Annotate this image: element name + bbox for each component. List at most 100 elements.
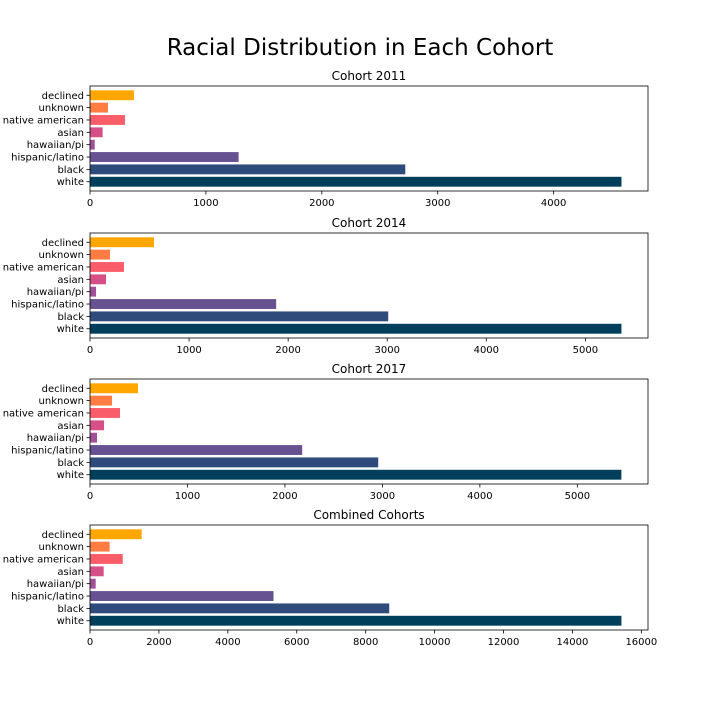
axes-frame <box>89 232 649 339</box>
x-tick-label: 4000 <box>474 345 499 356</box>
x-tick-label: 5000 <box>565 491 590 502</box>
bar-black <box>90 164 406 175</box>
bar-hawaiian-pi <box>90 139 95 150</box>
subplot-title: Combined Cohorts <box>313 508 424 522</box>
bar-native-american <box>90 115 126 125</box>
bar-white <box>90 176 622 187</box>
y-tick-label: declined <box>42 238 84 249</box>
x-tick-label: 10000 <box>419 637 451 648</box>
bar-hawaiian-pi <box>90 286 97 297</box>
x-tick-label: 2000 <box>146 637 171 648</box>
bar-black <box>90 311 389 322</box>
bar-asian <box>90 274 107 285</box>
bar-native-american <box>90 262 124 272</box>
bar-asian <box>90 420 105 431</box>
x-tick-label: 1000 <box>193 198 218 209</box>
x-tick-label: 3000 <box>370 491 395 502</box>
subplot-title: Cohort 2017 <box>332 362 407 376</box>
y-tick-label: black <box>57 458 84 469</box>
y-tick-label: white <box>57 616 84 627</box>
bar-unknown <box>90 541 110 552</box>
subplot-title: Cohort 2014 <box>332 216 407 230</box>
y-tick-label: hawaiian/pi <box>27 579 84 590</box>
bar-asian <box>90 566 104 577</box>
bar-unknown <box>90 249 111 260</box>
y-tick-label: unknown <box>39 542 84 553</box>
y-tick-label: asian <box>57 421 84 432</box>
y-tick-label: white <box>57 324 84 335</box>
y-tick-label: native american <box>3 554 84 565</box>
figure-title: Racial Distribution in Each Cohort <box>167 35 554 61</box>
bar-white <box>90 323 622 334</box>
y-tick-label: native american <box>3 115 84 126</box>
bar-hispanic-latino <box>90 299 277 309</box>
bar-white <box>90 615 622 626</box>
bar-hispanic-latino <box>90 591 274 601</box>
bar-hawaiian-pi <box>90 578 96 589</box>
x-tick-label: 3000 <box>425 198 450 209</box>
axes-frame <box>89 524 649 631</box>
y-tick-label: native american <box>3 262 84 273</box>
y-tick-label: black <box>57 312 84 323</box>
bar-declined <box>90 90 134 101</box>
bar-asian <box>90 127 103 138</box>
x-tick-label: 3000 <box>375 345 400 356</box>
x-tick-label: 1000 <box>176 345 201 356</box>
y-tick-label: hispanic/latino <box>11 446 84 457</box>
y-tick-label: unknown <box>39 396 84 407</box>
y-tick-label: hispanic/latino <box>11 592 84 603</box>
x-tick-label: 12000 <box>488 637 520 648</box>
bar-hawaiian-pi <box>90 432 98 443</box>
bar-declined <box>90 383 139 394</box>
x-tick-label: 0 <box>87 491 93 502</box>
y-tick-label: hispanic/latino <box>11 153 84 164</box>
x-tick-label: 8000 <box>353 637 378 648</box>
y-tick-label: hawaiian/pi <box>27 287 84 298</box>
subplot-3: Combined Cohorts whiteblackhispanic/latin… <box>3 508 658 648</box>
bar-unknown <box>90 395 113 406</box>
y-tick-label: asian <box>57 275 84 286</box>
y-tick-label: declined <box>42 91 84 102</box>
x-tick-label: 16000 <box>625 637 657 648</box>
bar-hispanic-latino <box>90 445 303 455</box>
bar-declined <box>90 237 155 248</box>
x-tick-label: 4000 <box>541 198 566 209</box>
y-tick-label: black <box>57 604 84 615</box>
axes-frame <box>89 378 649 485</box>
y-tick-label: unknown <box>39 250 84 261</box>
y-tick-label: asian <box>57 567 84 578</box>
y-tick-label: white <box>57 470 84 481</box>
y-tick-label: hispanic/latino <box>11 300 84 311</box>
x-tick-label: 0 <box>87 198 93 209</box>
axes-frame <box>89 85 649 192</box>
y-tick-label: declined <box>42 384 84 395</box>
x-tick-label: 2000 <box>272 491 297 502</box>
x-tick-label: 1000 <box>175 491 200 502</box>
y-tick-label: asian <box>57 128 84 139</box>
y-tick-label: white <box>57 177 84 188</box>
x-tick-label: 14000 <box>557 637 589 648</box>
bar-unknown <box>90 102 108 113</box>
y-tick-label: hawaiian/pi <box>27 140 84 151</box>
x-tick-label: 6000 <box>284 637 309 648</box>
x-tick-label: 2000 <box>309 198 334 209</box>
bar-black <box>90 457 379 468</box>
x-tick-label: 0 <box>87 637 93 648</box>
bar-native-american <box>90 554 123 564</box>
y-tick-label: declined <box>42 530 84 541</box>
x-tick-label: 4000 <box>467 491 492 502</box>
x-tick-label: 5000 <box>573 345 598 356</box>
y-tick-label: black <box>57 165 84 176</box>
y-tick-label: hawaiian/pi <box>27 433 84 444</box>
bar-white <box>90 469 622 480</box>
y-tick-label: unknown <box>39 103 84 114</box>
bar-native-american <box>90 408 121 418</box>
bar-black <box>90 603 390 614</box>
x-tick-label: 2000 <box>275 345 300 356</box>
bar-declined <box>90 529 142 540</box>
y-tick-label: native american <box>3 408 84 419</box>
subplot-title: Cohort 2011 <box>332 69 407 83</box>
x-tick-label: 4000 <box>215 637 240 648</box>
